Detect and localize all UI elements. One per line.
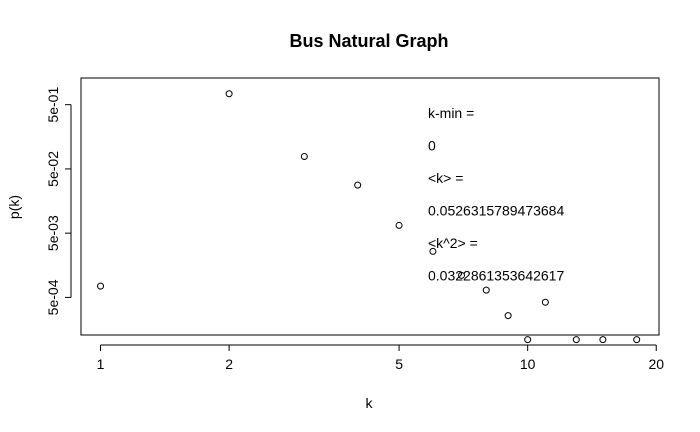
data-point bbox=[225, 90, 233, 98]
annotation-line: 0.0526315789473684 bbox=[428, 203, 564, 219]
data-point bbox=[429, 247, 437, 255]
y-tick-label: 5e-04 bbox=[45, 279, 61, 315]
data-points bbox=[97, 90, 641, 344]
y-tick-label: 5e-01 bbox=[45, 87, 61, 123]
data-point bbox=[572, 336, 580, 344]
x-axis-label: k bbox=[366, 395, 374, 411]
data-point bbox=[541, 298, 549, 306]
y-tick-label: 5e-03 bbox=[45, 215, 61, 251]
y-tick-label: 5e-02 bbox=[45, 151, 61, 187]
data-point bbox=[395, 221, 403, 229]
annotation-line: <k^2> = bbox=[428, 235, 478, 251]
plot-frame bbox=[80, 77, 660, 336]
x-tick-label: 1 bbox=[97, 356, 105, 372]
x-axis: 1 2 5 10 20 bbox=[97, 344, 664, 372]
x-tick-label: 10 bbox=[520, 356, 536, 372]
data-point bbox=[599, 336, 607, 344]
data-point bbox=[300, 153, 308, 161]
y-axis: 5e-04 5e-03 5e-02 5e-01 bbox=[45, 87, 72, 315]
annotation-line: 0 bbox=[428, 138, 436, 154]
annotations: k-min = 0 <k> = 0.0526315789473684 <k^2> = 0.… bbox=[428, 105, 564, 284]
y-axis-label: p(k) bbox=[6, 195, 22, 219]
data-point bbox=[524, 336, 532, 344]
annotation-line: k-min = bbox=[428, 105, 474, 121]
data-point bbox=[504, 312, 512, 320]
data-point bbox=[97, 282, 105, 290]
data-point bbox=[354, 181, 362, 189]
data-point bbox=[482, 286, 490, 294]
x-tick-label: 5 bbox=[395, 356, 403, 372]
chart-title: Bus Natural Graph bbox=[289, 31, 448, 51]
annotation-line: <k> = bbox=[428, 170, 463, 186]
x-tick-label: 2 bbox=[225, 356, 233, 372]
annotation-line: 0.0322861353642617 bbox=[428, 268, 564, 284]
x-tick-label: 20 bbox=[648, 356, 664, 372]
data-point bbox=[633, 336, 641, 344]
data-point bbox=[458, 271, 466, 279]
